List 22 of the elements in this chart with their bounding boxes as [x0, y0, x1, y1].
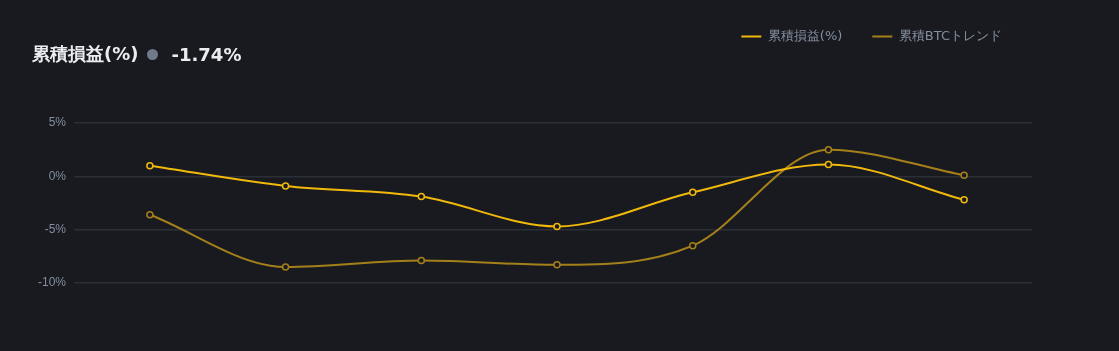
point — [960, 196, 968, 204]
chart-title: 累積損益(%) — [32, 42, 139, 66]
y-tick-label: -10% — [38, 275, 67, 290]
point — [688, 188, 697, 197]
point — [281, 263, 290, 271]
point — [281, 182, 290, 190]
point — [417, 192, 426, 201]
legend-label: 累積BTCトレンド — [898, 27, 1003, 43]
point — [553, 261, 561, 269]
chart-subtitle: -1.74% — [171, 43, 242, 65]
point — [824, 145, 833, 154]
legend-label: 累積損益(%) — [767, 27, 843, 43]
y-tick-label: -5% — [44, 221, 67, 236]
y-tick-label: 5% — [48, 115, 67, 130]
point — [417, 256, 426, 265]
point — [688, 241, 697, 250]
point — [553, 222, 561, 231]
point — [146, 161, 154, 170]
point — [146, 210, 154, 219]
point — [960, 171, 968, 180]
y-tick-label: 0% — [48, 168, 67, 183]
point — [824, 160, 833, 169]
